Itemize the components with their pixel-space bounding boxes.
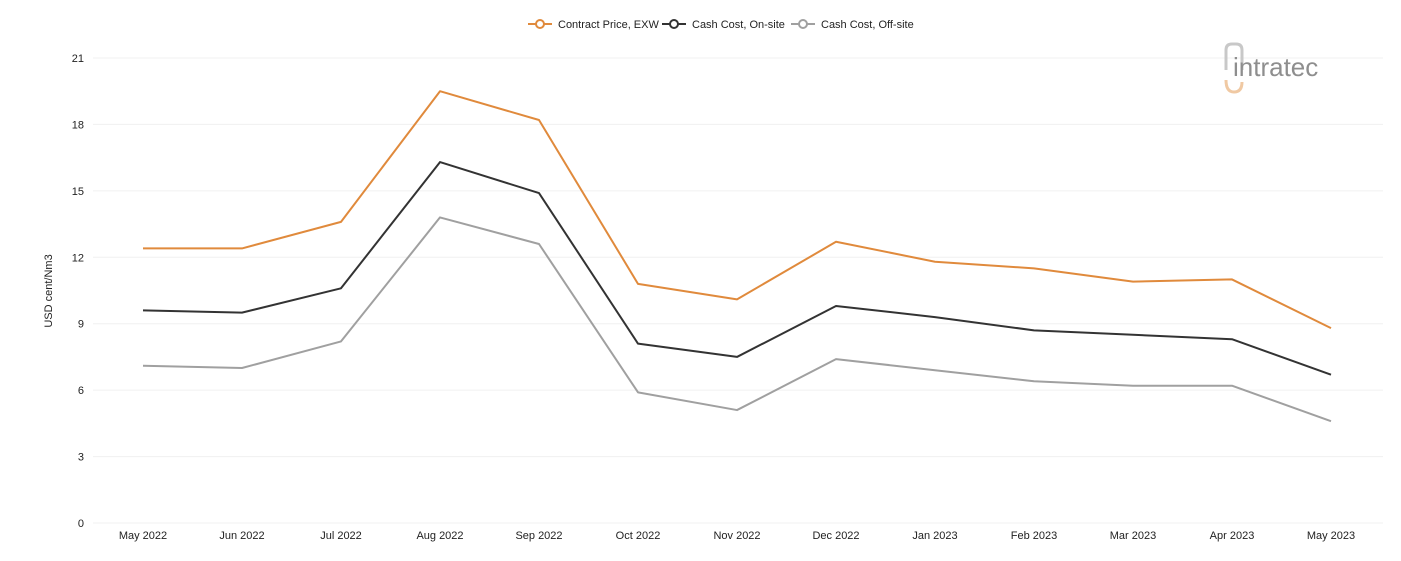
logo-mark-icon (1224, 42, 1244, 70)
y-tick-label: 0 (78, 518, 84, 530)
gridlines (93, 57, 1383, 524)
x-tick-label: Apr 2023 (1210, 530, 1255, 542)
y-tick-label: 6 (78, 385, 84, 397)
legend-marker-icon (669, 19, 679, 29)
logo-text: intratec (1233, 52, 1318, 82)
y-tick-label: 3 (78, 452, 84, 464)
series-line-cash-cost-on-site (142, 161, 1332, 376)
intratec-logo: intratec (1224, 42, 1318, 94)
legend: Contract Price, EXW Cash Cost, On-site Cas… (528, 19, 914, 31)
x-tick-label: Dec 2022 (812, 530, 859, 542)
x-tick-label: Jan 2023 (912, 530, 957, 542)
series-line-cash-cost-off-site (142, 216, 1332, 423)
legend-item: Cash Cost, Off-site (791, 19, 914, 31)
x-tick-label: Aug 2022 (416, 530, 463, 542)
legend-item: Contract Price, EXW (528, 19, 659, 31)
x-tick-label: Mar 2023 (1110, 530, 1156, 542)
y-axis: 0 3 6 9 12 15 18 21 (72, 53, 84, 530)
x-tick-label: Sep 2022 (515, 530, 562, 542)
x-axis: May 2022 Jun 2022 Jul 2022 Aug 2022 Sep 2022… (119, 530, 1355, 542)
x-tick-label: May 2022 (119, 530, 167, 542)
legend-label: Cash Cost, Off-site (821, 19, 914, 31)
x-tick-label: Oct 2022 (616, 530, 661, 542)
legend-label: Cash Cost, On-site (692, 19, 785, 31)
legend-item: Cash Cost, On-site (662, 19, 785, 31)
y-tick-label: 9 (78, 319, 84, 331)
y-axis-title: USD cent/Nm3 (43, 254, 55, 327)
y-tick-label: 12 (72, 252, 84, 264)
series-line-contract-price-exw (143, 90, 1332, 330)
y-tick-label: 21 (72, 53, 84, 65)
legend-marker-icon (535, 19, 545, 29)
logo-hook-icon (1224, 79, 1244, 94)
legend-label: Contract Price, EXW (558, 19, 659, 31)
x-tick-label: Jun 2022 (219, 530, 264, 542)
series-lines (142, 90, 1332, 423)
y-tick-label: 15 (72, 186, 84, 198)
legend-marker-icon (798, 19, 808, 29)
x-tick-label: May 2023 (1307, 530, 1355, 542)
x-tick-label: Nov 2022 (713, 530, 760, 542)
x-tick-label: Jul 2022 (320, 530, 362, 542)
x-tick-label: Feb 2023 (1011, 530, 1057, 542)
y-tick-label: 18 (72, 119, 84, 131)
